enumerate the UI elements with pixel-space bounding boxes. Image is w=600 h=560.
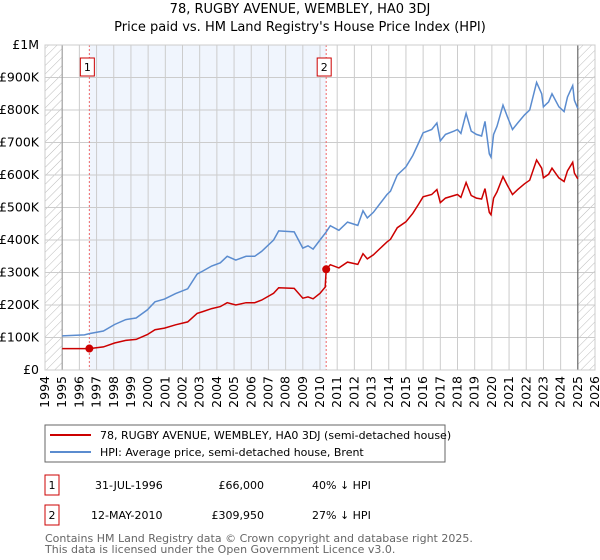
y-tick-label: £800K bbox=[0, 102, 40, 117]
sale-marker-box bbox=[79, 57, 95, 77]
x-tick-label: 1995 bbox=[54, 376, 69, 408]
footer-copyright: Contains HM Land Registry data © Crown c… bbox=[45, 532, 473, 545]
x-tick-label: 2019 bbox=[467, 376, 482, 408]
x-tick-label: 2018 bbox=[450, 376, 465, 408]
sale-row: 1 31-JUL-1996 £66,000 40% ↓ HPI bbox=[44, 474, 371, 496]
x-tick-label: 1994 bbox=[37, 376, 52, 408]
x-tick-label: 2024 bbox=[553, 376, 568, 408]
sale-marker-label: 1 bbox=[84, 61, 91, 74]
sale-point bbox=[322, 265, 331, 274]
y-tick-label: £100K bbox=[0, 330, 40, 345]
x-tick-label: 2016 bbox=[415, 376, 430, 408]
sale-marker: 2 bbox=[49, 509, 56, 522]
x-tick-label: 2023 bbox=[535, 376, 550, 408]
y-tick-label: £500K bbox=[0, 200, 40, 215]
x-tick-label: 2026 bbox=[587, 376, 600, 408]
x-tick-label: 2002 bbox=[175, 376, 190, 408]
x-tick-label: 2001 bbox=[157, 376, 172, 408]
y-tick-label: £700K bbox=[0, 135, 40, 150]
x-tick-label: 2022 bbox=[518, 376, 533, 408]
x-tick-label: 2010 bbox=[312, 376, 327, 408]
footer-licence: This data is licensed under the Open Gov… bbox=[44, 543, 395, 556]
sale-price: £309,950 bbox=[212, 509, 265, 522]
x-tick-label: 2021 bbox=[501, 376, 516, 408]
x-tick-label: 2004 bbox=[209, 376, 224, 408]
x-tick-label: 2014 bbox=[381, 376, 396, 408]
sale-marker: 1 bbox=[49, 479, 56, 492]
x-tick-label: 2003 bbox=[192, 376, 207, 408]
y-tick-label: £1M bbox=[12, 37, 39, 52]
y-tick-label: £600K bbox=[0, 167, 40, 182]
legend-label-price: 78, RUGBY AVENUE, WEMBLEY, HA0 3DJ (semi… bbox=[100, 429, 451, 442]
x-tick-label: 2007 bbox=[260, 376, 275, 408]
y-tick-label: £900K bbox=[0, 70, 40, 85]
x-tick-label: 1998 bbox=[106, 376, 121, 408]
y-tick-label: £400K bbox=[0, 232, 40, 247]
price-paid-line bbox=[62, 158, 579, 350]
sale-date: 12-MAY-2010 bbox=[91, 509, 163, 522]
hpi-line bbox=[62, 80, 579, 337]
x-tick-label: 2017 bbox=[432, 376, 447, 408]
x-tick-label: 1996 bbox=[71, 376, 86, 408]
x-tick-label: 1999 bbox=[123, 376, 138, 408]
sales-table: 1 31-JUL-1996 £66,000 40% ↓ HPI 2 12-MAY… bbox=[44, 474, 371, 526]
x-tick-label: 2012 bbox=[346, 376, 361, 408]
x-tick-label: 2020 bbox=[484, 376, 499, 408]
chart-title: 78, RUGBY AVENUE, WEMBLEY, HA0 3DJ bbox=[170, 2, 431, 17]
x-tick-label: 2005 bbox=[226, 376, 241, 408]
x-tick-label: 2009 bbox=[295, 376, 310, 408]
plot-border bbox=[44, 44, 596, 371]
y-tick-label: £300K bbox=[0, 265, 40, 280]
x-tick-label: 2008 bbox=[278, 376, 293, 408]
x-tick-label: 2011 bbox=[329, 376, 344, 408]
y-tick-label: £0 bbox=[23, 362, 39, 377]
legend-label-hpi: HPI: Average price, semi-detached house,… bbox=[100, 446, 364, 459]
sale-date: 31-JUL-1996 bbox=[95, 479, 163, 492]
sale-row: 2 12-MAY-2010 £309,950 27% ↓ HPI bbox=[44, 504, 371, 526]
x-tick-label: 2015 bbox=[398, 376, 413, 408]
legend: 78, RUGBY AVENUE, WEMBLEY, HA0 3DJ (semi… bbox=[44, 424, 451, 463]
plot-area: 1994 1995 1996 1997 1998 1999 2000 2001 2002 2003… bbox=[0, 37, 600, 408]
x-tick-label: 2025 bbox=[570, 376, 585, 408]
x-tick-label: 1997 bbox=[89, 376, 104, 408]
sale-hpi-diff: 40% ↓ HPI bbox=[312, 479, 371, 492]
y-tick-label: £200K bbox=[0, 297, 40, 312]
sale-hpi-diff: 27% ↓ HPI bbox=[312, 509, 371, 522]
sale-marker-label: 2 bbox=[321, 61, 328, 74]
x-tick-label: 2006 bbox=[243, 376, 258, 408]
x-tick-label: 2013 bbox=[364, 376, 379, 408]
sale-price: £66,000 bbox=[219, 479, 265, 492]
chart-subtitle: Price paid vs. HM Land Registry's House … bbox=[114, 20, 486, 35]
sale-point bbox=[85, 344, 94, 353]
x-tick-label: 2000 bbox=[140, 376, 155, 408]
sale-marker-box bbox=[316, 57, 332, 77]
